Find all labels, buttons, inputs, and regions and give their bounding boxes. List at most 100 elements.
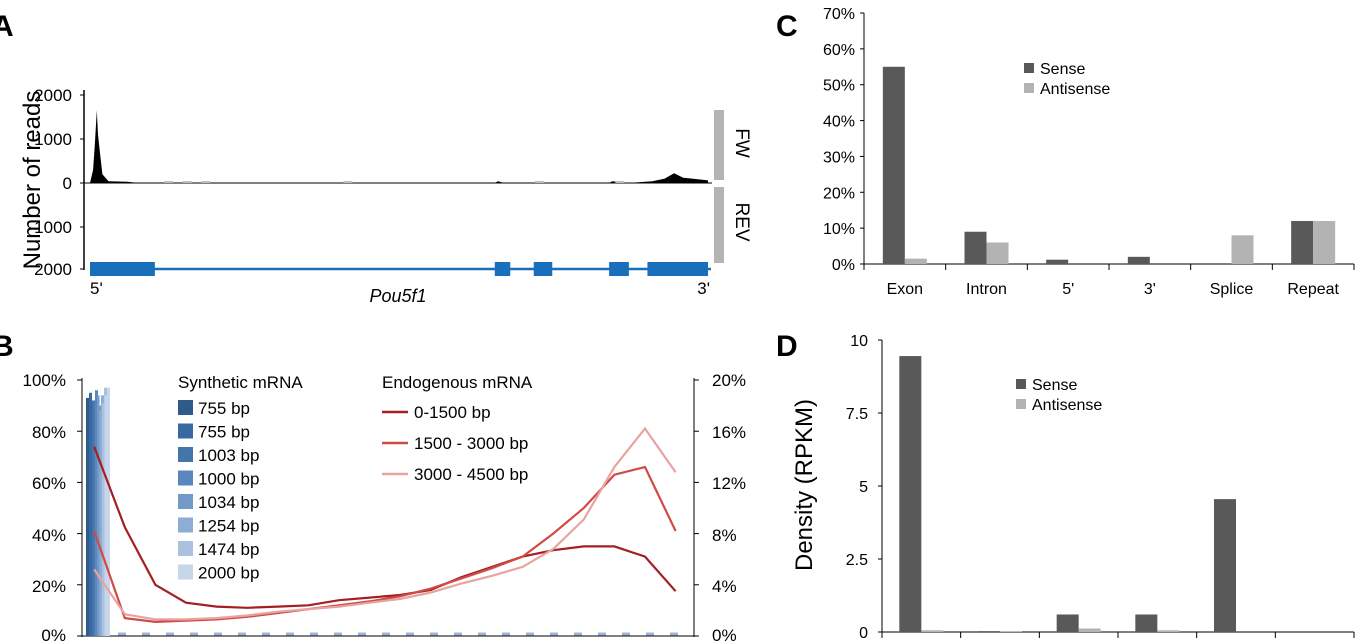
b-endogenous-lines: [93, 426, 677, 624]
c-bar-sense: [964, 231, 987, 264]
gene-exon: [90, 262, 155, 276]
c-bar-sense: [882, 66, 905, 265]
gene-name: Pou5f1: [369, 286, 426, 306]
c-bar-sense: [1291, 220, 1314, 264]
b-left-tick: 100%: [23, 371, 66, 390]
c-ytick: 30%: [823, 149, 855, 166]
d-legend-label: Sense: [1032, 377, 1077, 394]
c-category-label: Splice: [1210, 281, 1254, 298]
endogenous-legend-title: Endogenous mRNA: [382, 373, 533, 392]
d-bar-antisense: [1078, 628, 1101, 632]
panel-a-ylabel: Number of reads: [19, 91, 46, 270]
panel-d-label: D: [776, 330, 798, 363]
b-left-tick: 40%: [32, 526, 66, 545]
c-category-label: 3': [1144, 281, 1156, 298]
synthetic-bar: [107, 387, 110, 636]
c-ytick: 40%: [823, 114, 855, 131]
b-synthetic-bars: [86, 387, 110, 636]
d-y-ticks: 0 2.5 5 7.5 10: [846, 333, 882, 641]
c-legend-swatch: [1024, 83, 1034, 93]
d-bar-sense: [1056, 614, 1079, 632]
endogenous-line: [93, 446, 677, 609]
d-legend: Sense Antisense: [1016, 377, 1102, 414]
b-right-ticks: 20% 16% 12% 8% 4% 0%: [712, 371, 746, 641]
synthetic-legend-label: 1034 bp: [198, 493, 259, 512]
b-right-tick: 12%: [712, 474, 746, 493]
c-category-label: Intron: [966, 281, 1007, 298]
d-bar-sense: [1135, 614, 1158, 632]
c-category-label: Repeat: [1287, 281, 1339, 298]
panel-d-ylabel: Density (RPKM): [791, 399, 818, 571]
a-ytick-1000: 1000: [34, 130, 72, 149]
synthetic-bar: [99, 410, 102, 636]
synthetic-legend-swatch: [178, 423, 193, 439]
synthetic-legend-swatch: [178, 494, 193, 509]
c-legend-swatch: [1024, 63, 1034, 73]
endogenous-legend-label: 0-1500 bp: [414, 403, 491, 422]
fw-strand-bar: [714, 110, 724, 180]
endogenous-legend-label: 3000 - 4500 bp: [414, 465, 528, 484]
synthetic-bar: [97, 395, 100, 636]
gene-exon: [647, 262, 708, 276]
synthetic-legend-label: 1000 bp: [198, 470, 259, 489]
endogenous-legend: 0-1500 bp 1500 - 3000 bp 3000 - 4500 bp: [382, 403, 528, 484]
b-tick-marks: [77, 379, 699, 637]
endogenous-line: [93, 426, 677, 621]
synthetic-legend: 755 bp 755 bp 1003 bp 1000 bp 1034 bp 1254 bp…: [178, 399, 259, 583]
d-bar-antisense: [921, 630, 944, 632]
synthetic-legend-swatch: [178, 447, 193, 462]
rev-strand-bar: [714, 187, 724, 263]
synthetic-legend-swatch: [178, 564, 193, 580]
b-left-tick: 20%: [32, 577, 66, 596]
d-legend-label: Antisense: [1032, 397, 1102, 414]
c-ytick: 0%: [832, 257, 855, 274]
synthetic-bar: [104, 395, 107, 636]
c-bar-antisense: [986, 242, 1009, 264]
synthetic-legend-swatch: [178, 470, 193, 486]
endogenous-line: [93, 465, 677, 624]
endogenous-legend-label: 1500 - 3000 bp: [414, 434, 528, 453]
c-bar-antisense: [1231, 235, 1254, 264]
c-legend: Sense Antisense: [1024, 61, 1110, 98]
d-legend-swatch: [1016, 379, 1026, 389]
b-left-tick: 0%: [41, 626, 66, 641]
panel-b-label: B: [0, 330, 14, 363]
c-ytick: 50%: [823, 78, 855, 95]
d-ytick: 2.5: [846, 552, 868, 569]
d-bar-antisense: [1000, 631, 1022, 632]
d-ytick: 5: [859, 479, 868, 496]
gene-exons: [90, 262, 708, 276]
c-bar-antisense: [1313, 220, 1336, 264]
three-prime-label: 3': [697, 279, 710, 298]
a-ytick-rev-1000: 1000: [34, 218, 72, 237]
synthetic-bar: [89, 392, 92, 636]
c-legend-label: Antisense: [1040, 81, 1110, 98]
d-ytick: 0: [859, 625, 868, 641]
synthetic-legend-label: 1474 bp: [198, 540, 259, 559]
synthetic-bar: [94, 403, 97, 636]
synthetic-legend-swatch: [178, 541, 193, 556]
rev-label: REV: [731, 202, 752, 241]
synthetic-legend-label: 755 bp: [198, 423, 250, 442]
c-bar-antisense: [904, 258, 927, 264]
a-coverage-track: [90, 110, 708, 183]
c-legend-label: Sense: [1040, 61, 1085, 78]
c-bar-sense: [1046, 259, 1069, 264]
d-bar-sense: [1214, 499, 1236, 632]
panel-c: C 0% 10% 20% 30% 40% 50% 60% 70% Exon Intron 5' 3'…: [776, 6, 1355, 298]
d-ytick: 10: [850, 333, 868, 350]
b-left-tick: 60%: [32, 474, 66, 493]
c-category-label: 5': [1062, 281, 1074, 298]
c-y-ticks: 0% 10% 20% 30% 40% 50% 60% 70%: [823, 6, 864, 274]
synthetic-legend-label: 2000 bp: [198, 564, 259, 583]
c-bar-sense: [1127, 256, 1150, 264]
c-ytick: 10%: [823, 221, 855, 238]
panel-b: B 100% 80% 60% 40% 20% 0% 20% 16% 12% 8%…: [0, 330, 746, 641]
panel-a-yticks: 2000 1000 0 1000 2000: [34, 86, 72, 279]
gene-exon: [609, 262, 629, 276]
d-legend-swatch: [1016, 399, 1026, 409]
b-right-tick: 8%: [712, 526, 737, 545]
b-right-tick: 20%: [712, 371, 746, 390]
d-bar-sense: [899, 356, 922, 632]
